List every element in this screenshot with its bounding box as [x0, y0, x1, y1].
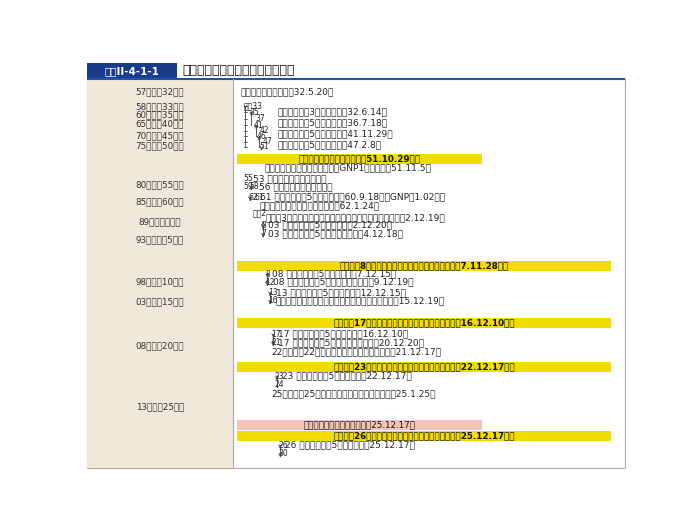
- Text: 26: 26: [278, 441, 288, 450]
- Text: 57（昭和32）年: 57（昭和32）年: [135, 87, 184, 96]
- Text: 図表II-4-1-1: 図表II-4-1-1: [105, 66, 160, 76]
- Text: 41: 41: [254, 120, 264, 129]
- Text: 17: 17: [271, 330, 281, 339]
- Text: 65（昭和40）年: 65（昭和40）年: [135, 119, 184, 128]
- Text: 03（平成15）年: 03（平成15）年: [135, 297, 184, 306]
- Text: これまでの防衛力整備計画の推移: これまでの防衛力整備計画の推移: [183, 64, 295, 77]
- Text: 21: 21: [271, 338, 281, 347]
- Text: 昭和33: 昭和33: [244, 101, 262, 110]
- Text: 13 中期防（政府5か年計画）（12.12.15）: 13 中期防（政府5か年計画）（12.12.15）: [276, 288, 405, 297]
- Text: 62: 62: [248, 193, 257, 201]
- Text: 三次防（政府5か年計画）（41.11.29）: 三次防（政府5か年計画）（41.11.29）: [278, 129, 393, 138]
- Text: 47: 47: [262, 137, 272, 146]
- Text: 17 中期防（政府5か年計画）見直し（20.12.20）: 17 中期防（政府5か年計画）見直し（20.12.20）: [278, 338, 424, 347]
- Text: 53 中業（防衛庁内部資料）: 53 中業（防衛庁内部資料）: [253, 175, 327, 184]
- Text: 03 中期防（政府5か年計画）修正（4.12.18）: 03 中期防（政府5か年計画）修正（4.12.18）: [268, 229, 403, 238]
- Text: 55: 55: [244, 175, 253, 184]
- Text: 93（平成　5）年: 93（平成 5）年: [136, 236, 184, 245]
- Text: 61: 61: [255, 193, 264, 201]
- FancyBboxPatch shape: [87, 63, 177, 78]
- Text: 四次防（政府5か年計画）（47.2.8）: 四次防（政府5か年計画）（47.2.8）: [278, 140, 382, 149]
- Text: 89（平成元）年: 89（平成元）年: [139, 218, 181, 227]
- FancyBboxPatch shape: [237, 318, 611, 328]
- Text: 37: 37: [255, 114, 265, 123]
- Text: 二次防（政府5か年計画）（36.7.18）: 二次防（政府5か年計画）（36.7.18）: [278, 118, 388, 128]
- Text: 平成2: 平成2: [253, 208, 266, 217]
- Text: 8: 8: [265, 270, 270, 279]
- Text: 61 中期防（政府5か年計画）（60.9.18）（GNP比1.02％）: 61 中期防（政府5か年計画）（60.9.18）（GNP比1.02％）: [260, 193, 446, 201]
- Text: 46: 46: [257, 132, 266, 141]
- Text: －「平成17年度以降に係る防衛計画の大綱」策定（16.12.10）－: －「平成17年度以降に係る防衛計画の大綱」策定（16.12.10）－: [333, 319, 515, 328]
- FancyBboxPatch shape: [87, 78, 625, 468]
- FancyBboxPatch shape: [237, 154, 482, 164]
- Text: 26 中期防（政府5か年計画）（25.12.17）: 26 中期防（政府5か年計画）（25.12.17）: [285, 441, 415, 450]
- Text: 25　「平成25年度の防衛力整備等について」（25.1.25）: 25 「平成25年度の防衛力整備等について」（25.1.25）: [271, 389, 436, 398]
- Text: 13（平成25）年: 13（平成25）年: [135, 402, 184, 411]
- FancyBboxPatch shape: [237, 431, 611, 441]
- Text: 17 中期防（政府5か年計画）（16.12.10）: 17 中期防（政府5か年計画）（16.12.10）: [278, 330, 408, 339]
- Text: 一次防（政府3か年計画）（32.6.14）: 一次防（政府3か年計画）（32.6.14）: [278, 108, 387, 117]
- Text: 22　「平成22年度の防衛力整備等について」（21.12.17）: 22 「平成22年度の防衛力整備等について」（21.12.17）: [271, 347, 441, 356]
- FancyBboxPatch shape: [87, 78, 233, 468]
- Text: －「平成8年度以降に係る防衛計画の大綱」策定（7.11.28）－: －「平成8年度以降に係る防衛計画の大綱」策定（7.11.28）－: [339, 261, 509, 270]
- Text: 23 中期防（政府5か年計画）（22.12.17）: 23 中期防（政府5か年計画）（22.12.17）: [282, 372, 412, 381]
- Text: 59: 59: [244, 182, 253, 191]
- Text: 「平成3年度以降の防衛計画の基本的考え方について」（2.12.19）: 「平成3年度以降の防衛計画の基本的考え方について」（2.12.19）: [266, 214, 446, 222]
- Text: 30: 30: [278, 449, 288, 458]
- Text: 98（平成10）年: 98（平成10）年: [135, 277, 184, 286]
- Text: 「弾道ミサイル防衛システムの整備等について」（15.12.19）: 「弾道ミサイル防衛システムの整備等について」（15.12.19）: [276, 296, 445, 305]
- Text: 56 中業（防衛庁内部資料）: 56 中業（防衛庁内部資料）: [259, 182, 332, 191]
- Text: 42: 42: [260, 126, 269, 135]
- Text: 70（昭和45）年: 70（昭和45）年: [135, 132, 184, 140]
- Text: 35: 35: [249, 108, 259, 117]
- Text: 60（昭和35）年: 60（昭和35）年: [135, 110, 184, 119]
- Text: 3: 3: [261, 220, 266, 230]
- Text: 13: 13: [268, 288, 278, 297]
- Text: 「国防の基本方針」（32.5.20）: 「国防の基本方針」（32.5.20）: [240, 87, 333, 96]
- FancyBboxPatch shape: [237, 362, 611, 372]
- Text: 03 中期防（政府5か年計画）（2.12.20）: 03 中期防（政府5か年計画）（2.12.20）: [268, 220, 392, 230]
- Text: 85（昭和60）年: 85（昭和60）年: [135, 198, 184, 207]
- Text: 16: 16: [268, 296, 278, 305]
- Text: 23: 23: [275, 372, 285, 381]
- Text: 08（平成20）年: 08（平成20）年: [135, 341, 184, 350]
- Text: －「平成23年度以降に係る防衛計画の大綱」策定（22.12.17）－: －「平成23年度以降に係る防衛計画の大綱」策定（22.12.17）－: [333, 363, 515, 372]
- Text: －「防衛計画の大綱」策定（51.10.29）－: －「防衛計画の大綱」策定（51.10.29）－: [298, 154, 421, 163]
- Text: 「今後の防衛力整備について」（62.1.24）: 「今後の防衛力整備について」（62.1.24）: [260, 201, 380, 210]
- Text: 51: 51: [260, 142, 269, 151]
- Text: 08 中期防（政府5か年計画）見直し（9.12.19）: 08 中期防（政府5か年計画）見直し（9.12.19）: [273, 278, 414, 287]
- Text: 80（昭和55）年: 80（昭和55）年: [135, 180, 185, 189]
- Text: 24: 24: [275, 380, 285, 389]
- Text: －「平成26年度以降に係る防衛計画の大綱」策定（25.12.17）－: －「平成26年度以降に係る防衛計画の大綱」策定（25.12.17）－: [333, 431, 515, 440]
- Text: 12: 12: [265, 278, 275, 287]
- FancyBboxPatch shape: [237, 261, 611, 271]
- Text: 58: 58: [249, 182, 259, 191]
- Text: 75（昭和50）年: 75（昭和50）年: [135, 141, 185, 150]
- Text: 08 中期防（政府5か年計画）（7.12.15）: 08 中期防（政府5か年計画）（7.12.15）: [272, 270, 397, 279]
- FancyBboxPatch shape: [237, 420, 482, 430]
- Text: 「国家安全保障戦略」策定（25.12.17）: 「国家安全保障戦略」策定（25.12.17）: [304, 420, 416, 429]
- Text: 58（昭和33）年: 58（昭和33）年: [135, 102, 185, 111]
- Text: 7: 7: [261, 229, 266, 238]
- Text: 「当面の防衛力整備について（GNP1％枠）」（51.11.5）: 「当面の防衛力整備について（GNP1％枠）」（51.11.5）: [264, 164, 431, 173]
